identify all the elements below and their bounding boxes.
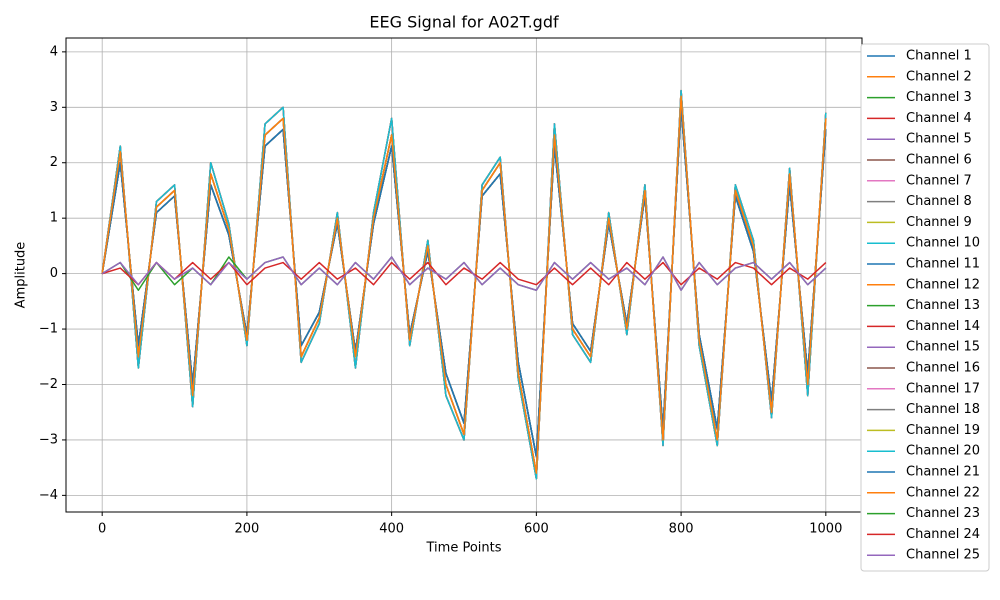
legend-label: Channel 22 xyxy=(906,485,980,500)
series-line xyxy=(101,261,827,286)
legend-label: Channel 19 xyxy=(906,423,980,438)
legend-label: Channel 20 xyxy=(906,444,980,459)
y-tick-label: −2 xyxy=(39,377,58,392)
legend-label: Channel 7 xyxy=(906,173,972,188)
legend-label: Channel 11 xyxy=(906,257,980,272)
legend-label: Channel 1 xyxy=(906,49,972,64)
legend-label: Channel 4 xyxy=(906,111,972,126)
legend-label: Channel 9 xyxy=(906,215,972,230)
x-tick-label: 0 xyxy=(98,522,106,537)
legend-label: Channel 24 xyxy=(906,527,980,542)
y-tick-label: 3 xyxy=(50,100,58,115)
y-tick-label: 1 xyxy=(50,211,58,226)
axes: 0 200 400 600 800 1000 −4 −3 −2 −1 0 1 2 3 4 xyxy=(39,44,843,536)
legend-label: Channel 18 xyxy=(906,402,980,417)
x-tick-label: 1000 xyxy=(809,522,842,537)
x-tick-label: 800 xyxy=(669,522,694,537)
x-tick-label: 400 xyxy=(379,522,404,537)
y-tick-label: −3 xyxy=(39,432,58,447)
series-line xyxy=(101,89,827,480)
legend-label: Channel 21 xyxy=(906,465,980,480)
y-tick-label: 4 xyxy=(50,44,58,59)
x-tick-label: 600 xyxy=(524,522,549,537)
legend-label: Channel 17 xyxy=(906,381,980,396)
y-tick-label: −1 xyxy=(39,322,58,337)
series-line xyxy=(101,95,827,474)
legend-label: Channel 15 xyxy=(906,340,980,355)
y-tick-label: −4 xyxy=(39,488,58,503)
legend-box xyxy=(860,43,990,572)
legend-label: Channel 14 xyxy=(906,319,980,334)
legend-label: Channel 12 xyxy=(906,277,980,292)
legend-label: Channel 3 xyxy=(906,90,972,105)
y-axis-label: Amplitude xyxy=(14,242,29,309)
y-tick-label: 2 xyxy=(50,155,58,170)
legend-label: Channel 2 xyxy=(906,69,972,84)
y-tick-label: 0 xyxy=(50,266,58,281)
series-line xyxy=(101,256,827,291)
legend: Channel 1 Channel 2 Channel 3 Channel 4 Chan… xyxy=(860,43,990,572)
legend-label: Channel 16 xyxy=(906,361,980,376)
legend-label: Channel 25 xyxy=(906,548,980,563)
x-tick-label: 200 xyxy=(234,522,259,537)
x-axis-label: Time Points xyxy=(426,541,502,556)
chart-title: EEG Signal for A02T.gdf xyxy=(369,13,559,32)
legend-label: Channel 6 xyxy=(906,153,972,168)
series-line xyxy=(101,106,827,458)
legend-label: Channel 5 xyxy=(906,132,972,147)
legend-label: Channel 10 xyxy=(906,236,980,251)
lines xyxy=(101,89,827,480)
legend-label: Channel 13 xyxy=(906,298,980,313)
legend-label: Channel 23 xyxy=(906,506,980,521)
legend-label: Channel 8 xyxy=(906,194,972,209)
